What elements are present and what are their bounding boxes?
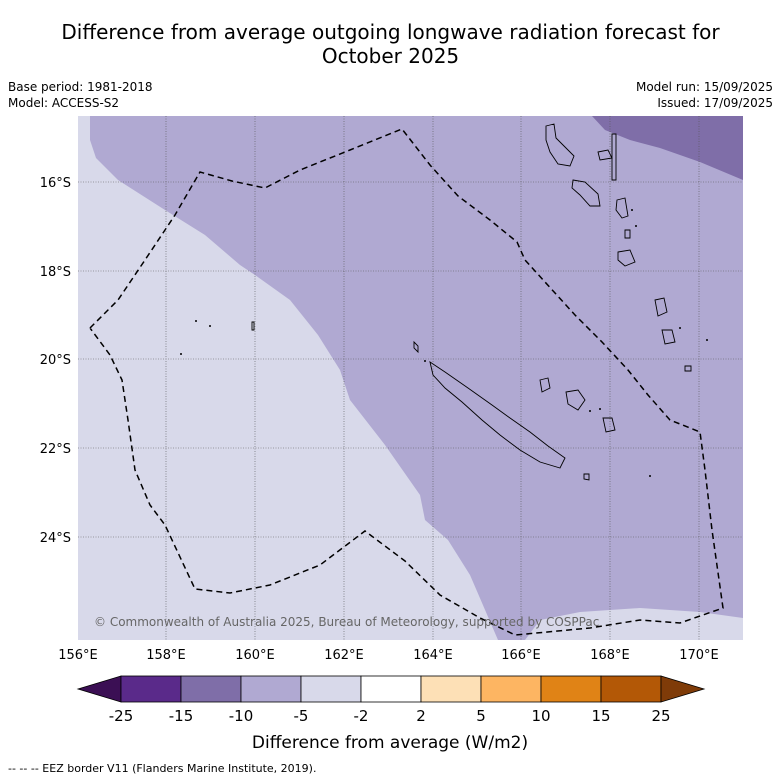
colorbar-segment: [360, 675, 422, 703]
colorbar-tick-label: 2: [416, 707, 426, 725]
colorbar-tick-label: -2: [354, 707, 369, 725]
lon-label: 164°E: [413, 648, 453, 663]
eez-footer-note: -- -- -- EEZ border V11 (Flanders Marine…: [8, 762, 317, 775]
issued-date: Issued: 17/09/2025: [657, 96, 773, 110]
anomaly-region-medium: [90, 116, 743, 640]
colorbar-segment: [480, 675, 542, 703]
espiritu-santo-island: [545, 123, 575, 167]
model-name: Model: ACCESS-S2: [8, 96, 120, 110]
anomaly-region-dark: [592, 116, 743, 180]
belep-islands: [413, 340, 419, 354]
colorbar-max-extension: [660, 675, 706, 703]
anomaly-region-light-pocket: [525, 608, 743, 640]
colorbar-min-extension: [76, 675, 122, 703]
lat-label: 16°S: [40, 176, 71, 191]
colorbar-tick-label: -15: [169, 707, 194, 725]
base-period: Base period: 1981-2018: [8, 80, 153, 94]
colorbar-segment: [600, 675, 662, 703]
map-title: Difference from average outgoing longwav…: [0, 20, 781, 68]
new-caledonia-island: [429, 360, 566, 469]
lat-label: 18°S: [40, 265, 71, 280]
colorbar-tick-label: 15: [591, 707, 610, 725]
colorbar-tick-label: -25: [109, 707, 134, 725]
axis-labels: 156°E 158°E 160°E 162°E 164°E 166°E 168°E 170°E…: [40, 176, 719, 663]
loyalty-island-mare: [602, 417, 616, 433]
lon-label: 168°E: [590, 648, 630, 663]
colorbar-tick-label: -5: [294, 707, 309, 725]
meta-left: Base period: 1981-2018 Model: ACCESS-S2: [8, 79, 153, 111]
grid-lines: [78, 116, 743, 640]
lon-label: 170°E: [679, 648, 719, 663]
map-plot-area: © Commonwealth of Australia 2025, Bureau…: [78, 116, 743, 640]
title-line-2: October 2025: [321, 44, 460, 68]
colorbar-label: Difference from average (W/m2): [252, 733, 528, 753]
isle-of-pines: [583, 473, 590, 481]
lon-label: 160°E: [235, 648, 275, 663]
erromango-island: [617, 249, 636, 267]
lon-label: 162°E: [324, 648, 364, 663]
colorbar-tick-label: 5: [476, 707, 486, 725]
land-outlines: [251, 123, 692, 481]
lon-label: 158°E: [146, 648, 186, 663]
loyalty-island-ouvea: [539, 377, 551, 393]
lat-label: 20°S: [40, 353, 71, 368]
lat-label: 22°S: [40, 442, 71, 457]
colorbar-tick-label: 25: [651, 707, 670, 725]
colorbar: -25 -15 -10 -5 -2 2 5 10 15 25: [76, 675, 706, 725]
colorbar-segment: [540, 675, 602, 703]
colorbar-tick-label: -10: [229, 707, 254, 725]
colorbar-segment: [120, 675, 182, 703]
hunter-island: [684, 365, 692, 372]
colorbar-segment: [240, 675, 302, 703]
eez-border: [89, 128, 724, 636]
maewo-island: [611, 133, 617, 181]
colorbar-segment: [300, 675, 362, 703]
lon-label: 156°E: [58, 648, 98, 663]
meta-right: Model run: 15/09/2025 Issued: 17/09/2025: [636, 79, 773, 111]
model-run: Model run: 15/09/2025: [635, 80, 773, 94]
colorbar-segment: [420, 675, 482, 703]
small-islets: [180, 209, 708, 477]
matthew-island: [661, 329, 676, 345]
colorbar-segment: [180, 675, 242, 703]
title-line-1: Difference from average outgoing longwav…: [61, 20, 720, 44]
malakula-island: [571, 179, 601, 207]
chesterfield-island: [251, 321, 255, 331]
colorbar-tick-label: 10: [531, 707, 550, 725]
lat-label: 24°S: [40, 531, 71, 546]
efate-island: [615, 197, 629, 219]
tanna-island: [624, 229, 631, 239]
aneityum-island: [654, 297, 668, 317]
lon-label: 166°E: [501, 648, 541, 663]
loyalty-island-lifou: [565, 389, 586, 411]
copyright-text: © Commonwealth of Australia 2025, Bureau…: [94, 615, 599, 629]
